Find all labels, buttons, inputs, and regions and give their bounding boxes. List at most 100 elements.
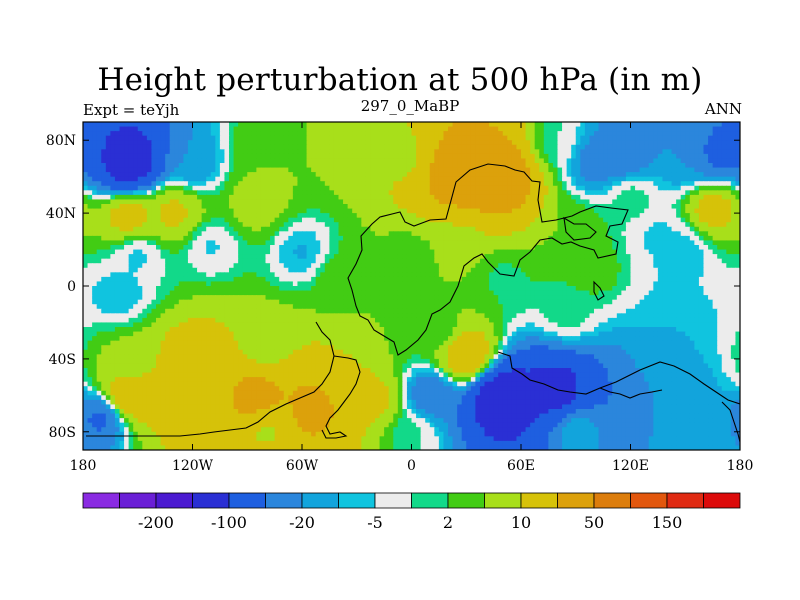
field-cell — [498, 126, 504, 132]
field-cell — [689, 199, 695, 205]
field-cell — [539, 263, 545, 269]
field-cell — [224, 122, 230, 128]
field-cell — [329, 167, 335, 173]
field-cell — [274, 190, 280, 196]
field-cell — [712, 176, 718, 182]
field-cell — [165, 231, 171, 237]
field-cell — [333, 172, 340, 178]
field-cell — [607, 240, 613, 246]
field-cell — [302, 272, 308, 278]
field-cell — [379, 245, 385, 251]
field-cell — [365, 208, 372, 214]
field-cell — [657, 231, 664, 237]
field-cell — [242, 226, 248, 232]
field-cell — [429, 167, 435, 173]
field-cell — [694, 263, 700, 269]
field-cell — [402, 258, 408, 264]
field-cell — [329, 235, 335, 242]
field-cell — [589, 204, 595, 210]
field-cell — [639, 231, 645, 237]
field-cell — [156, 231, 162, 237]
field-cell — [667, 204, 673, 210]
field-cell — [616, 208, 622, 214]
field-cell — [589, 240, 595, 246]
field-cell — [233, 176, 239, 182]
field-cell — [616, 272, 622, 278]
field-cell — [247, 208, 253, 214]
field-cell — [416, 122, 422, 128]
field-cell — [96, 249, 102, 255]
field-cell — [708, 144, 714, 150]
field-cell — [333, 254, 340, 260]
field-cell — [315, 176, 321, 182]
field-cell — [657, 199, 664, 205]
field-cell — [379, 199, 385, 205]
field-cell — [256, 245, 262, 251]
field-cell — [607, 126, 613, 132]
field-cell — [648, 153, 654, 160]
field-cell — [411, 176, 417, 182]
field-cell — [256, 208, 262, 214]
field-cell — [92, 226, 98, 232]
field-cell — [224, 267, 230, 273]
field-cell — [616, 131, 622, 137]
field-cell — [315, 263, 321, 269]
field-cell — [169, 190, 175, 196]
field-cell — [292, 254, 299, 260]
field-cell — [489, 199, 495, 205]
field-cell — [598, 181, 604, 187]
field-cell — [96, 144, 102, 150]
field-cell — [356, 135, 362, 141]
field-cell — [470, 185, 476, 191]
field-cell — [434, 194, 440, 201]
field-cell — [685, 254, 691, 260]
field-cell — [489, 181, 495, 187]
field-cell — [165, 194, 171, 201]
field-cell — [384, 222, 390, 228]
field-cell — [174, 276, 180, 283]
field-cell — [160, 158, 166, 164]
field-cell — [603, 245, 609, 251]
field-cell — [598, 272, 604, 278]
field-cell — [279, 222, 285, 228]
field-cell — [279, 208, 285, 214]
field-cell — [215, 249, 221, 255]
field-cell — [201, 135, 207, 141]
field-cell — [192, 235, 198, 242]
field-cell — [324, 167, 330, 173]
field-cell — [178, 240, 184, 246]
field-cell — [530, 208, 536, 214]
field-cell — [621, 149, 627, 155]
field-cell — [680, 153, 686, 160]
field-cell — [461, 194, 467, 201]
field-cell — [251, 249, 257, 255]
field-cell — [498, 204, 504, 210]
field-cell — [292, 222, 299, 228]
field-cell — [393, 172, 399, 178]
field-cell — [137, 263, 143, 269]
field-cell — [575, 172, 581, 178]
field-cell — [484, 149, 490, 155]
field-cell — [580, 231, 586, 237]
field-cell — [671, 226, 677, 232]
field-cell — [288, 131, 294, 137]
field-cell — [397, 245, 403, 251]
field-cell — [224, 144, 230, 150]
field-cell — [233, 245, 239, 251]
field-cell — [712, 272, 718, 278]
field-cell — [571, 199, 577, 205]
field-cell — [616, 158, 622, 164]
field-cell — [210, 222, 216, 228]
field-cell — [721, 144, 727, 150]
field-cell — [160, 208, 166, 214]
field-cell — [429, 208, 435, 214]
field-cell — [648, 144, 654, 150]
field-cell — [384, 158, 390, 164]
field-cell — [361, 153, 367, 160]
field-cell — [457, 194, 463, 201]
field-cell — [114, 190, 121, 196]
field-cell — [552, 272, 559, 278]
field-cell — [680, 204, 686, 210]
field-cell — [128, 122, 134, 128]
field-cell — [644, 204, 650, 210]
